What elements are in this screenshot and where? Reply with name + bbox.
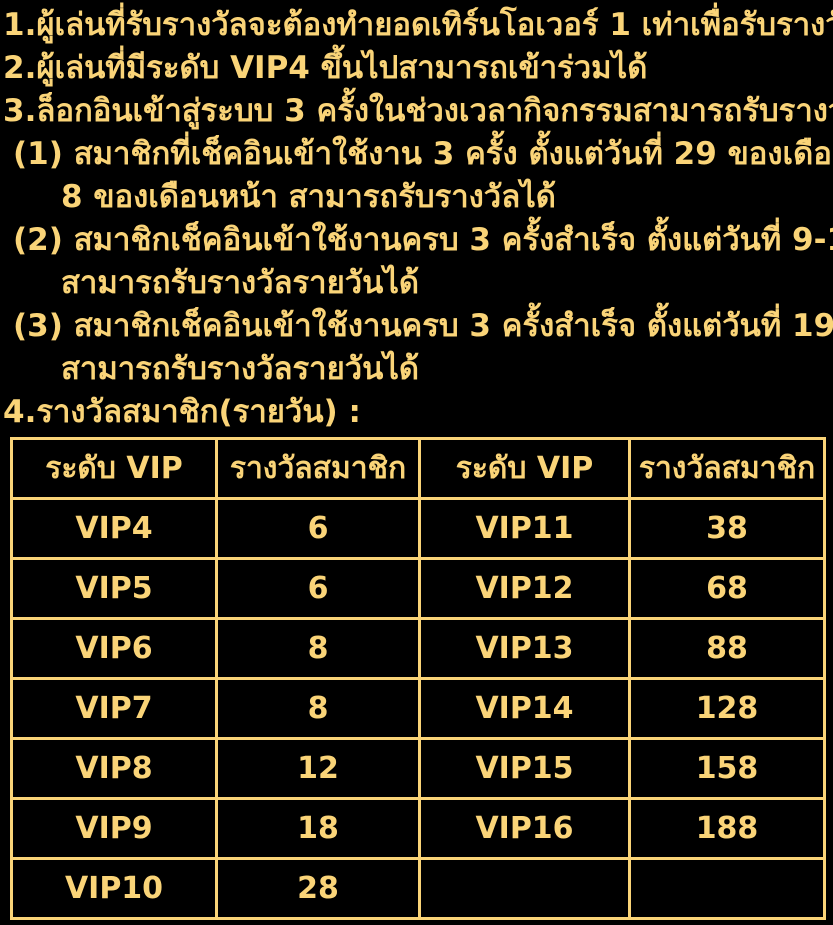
rule-line-3: 3.ล็อกอินเข้าสู่ระบบ 3 ครั้งในช่วงเวลากิ… (3, 93, 833, 129)
table-cell: VIP11 (418, 497, 631, 560)
table-cell: VIP7 (10, 677, 218, 740)
header-vip-level-left: ระดับ VIP (10, 437, 218, 500)
table-cell (628, 857, 826, 920)
table-cell: VIP12 (418, 557, 631, 620)
table-cell: 12 (215, 737, 421, 800)
table-header-row: ระดับ VIP รางวัลสมาชิก ระดับ VIP รางวัลส… (10, 437, 826, 500)
rule-line-3-1: (1) สมาชิกที่เช็คอินเข้าใช้งาน 3 ครั้ง ต… (13, 136, 833, 172)
table-cell: 38 (628, 497, 826, 560)
table-cell: VIP4 (10, 497, 218, 560)
table-row: VIP10 28 (10, 857, 826, 920)
table-cell: 128 (628, 677, 826, 740)
table-row: VIP6 8 VIP13 88 (10, 617, 826, 680)
rule-line-1: 1.ผู้เล่นที่รับรางวัลจะต้องทำยอดเทิร์นโอ… (3, 7, 833, 43)
rule-line-3-2: (2) สมาชิกเช็คอินเข้าใช้งานครบ 3 ครั้งสำ… (13, 222, 833, 258)
table-cell: 88 (628, 617, 826, 680)
table-row: VIP7 8 VIP14 128 (10, 677, 826, 740)
table-cell: VIP16 (418, 797, 631, 860)
table-row: VIP4 6 VIP11 38 (10, 497, 826, 560)
rule-line-3-3b: สามารถรับรางวัลรายวันได้ (61, 351, 420, 387)
rule-line-3-2b: สามารถรับรางวัลรายวันได้ (61, 265, 420, 301)
vip-rewards-table: ระดับ VIP รางวัลสมาชิก ระดับ VIP รางวัลส… (10, 437, 826, 920)
table-row: VIP8 12 VIP15 158 (10, 737, 826, 800)
table-cell: 8 (215, 617, 421, 680)
table-cell: 8 (215, 677, 421, 740)
table-cell: VIP8 (10, 737, 218, 800)
table-cell: VIP10 (10, 857, 218, 920)
rule-line-3-3: (3) สมาชิกเช็คอินเข้าใช้งานครบ 3 ครั้งสำ… (13, 308, 833, 344)
table-cell: VIP5 (10, 557, 218, 620)
rule-line-3-1b: 8 ของเดือนหน้า สามารถรับรางวัลได้ (61, 179, 556, 215)
table-cell: VIP6 (10, 617, 218, 680)
rule-line-2: 2.ผู้เล่นที่มีระดับ VIP4 ขึ้นไปสามารถเข้… (3, 50, 648, 86)
table-row: VIP5 6 VIP12 68 (10, 557, 826, 620)
rule-line-4: 4.รางวัลสมาชิก(รายวัน) : (3, 394, 361, 430)
table-cell: VIP9 (10, 797, 218, 860)
table-cell: 18 (215, 797, 421, 860)
table-cell: VIP13 (418, 617, 631, 680)
table-cell (418, 857, 631, 920)
header-member-reward-right: รางวัลสมาชิก (628, 437, 826, 500)
table-cell: 6 (215, 557, 421, 620)
table-cell: 28 (215, 857, 421, 920)
table-cell: VIP15 (418, 737, 631, 800)
table-cell: 6 (215, 497, 421, 560)
table-row: VIP9 18 VIP16 188 (10, 797, 826, 860)
header-member-reward-left: รางวัลสมาชิก (215, 437, 421, 500)
header-vip-level-right: ระดับ VIP (418, 437, 631, 500)
table-cell: 68 (628, 557, 826, 620)
table-cell: 188 (628, 797, 826, 860)
table-cell: VIP14 (418, 677, 631, 740)
rules-section: 1.ผู้เล่นที่รับรางวัลจะต้องทำยอดเทิร์นโอ… (0, 0, 833, 434)
table-cell: 158 (628, 737, 826, 800)
